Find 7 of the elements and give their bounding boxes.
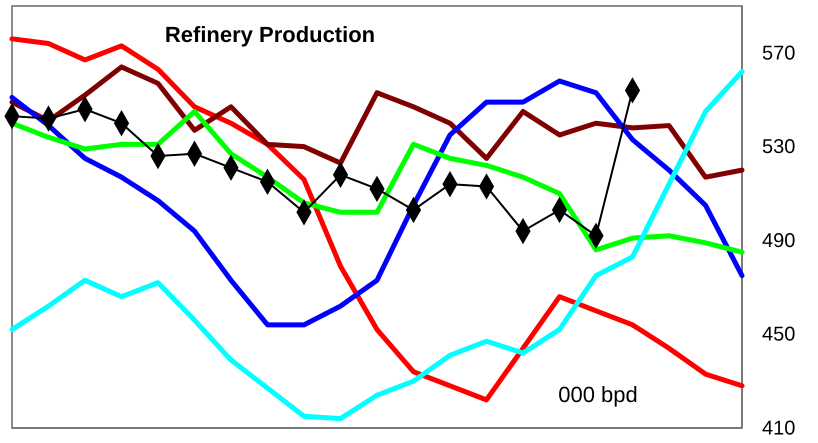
y-tick-label: 490 [762,230,796,252]
annotation: 000 bpd [558,382,638,407]
y-tick-label: 410 [762,417,796,440]
y-tick-label: 570 [762,42,796,64]
text: Refinery Production [164,22,376,47]
y-tick-label: 530 [762,136,796,158]
y-tick-label: 450 [762,324,796,346]
